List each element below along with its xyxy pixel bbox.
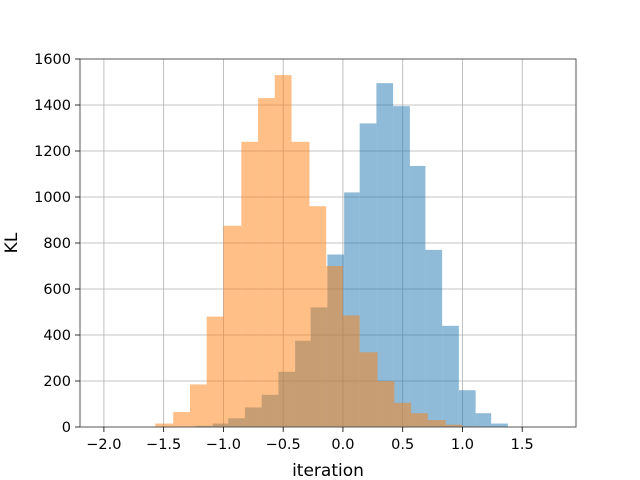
histogram-bar (377, 381, 395, 427)
histogram-bar (189, 384, 207, 427)
histogram-bar (409, 165, 426, 427)
histogram-bar (491, 423, 508, 427)
axis-ticks: −2.0 −1.5 −1.0 −0.5 0.0 0.5 1.0 1.5 0 200 400 600 80… (34, 52, 534, 453)
histogram-bar (445, 424, 463, 427)
histogram-bar (309, 206, 327, 427)
histogram-bar (291, 141, 310, 428)
y-axis-label: KL (2, 232, 22, 253)
x-tick-label: 0.0 (331, 437, 354, 453)
histogram-bar (394, 402, 412, 427)
y-tick-label: 1600 (34, 52, 71, 68)
histogram-bar (173, 412, 190, 427)
x-tick-label: −0.5 (266, 437, 301, 453)
histogram-bar (326, 266, 343, 427)
histogram-bar (155, 423, 174, 427)
y-tick-label: 1000 (34, 190, 71, 206)
histogram-bar (458, 390, 476, 427)
histogram-bar (274, 75, 292, 427)
histogram-bar (359, 123, 377, 428)
histogram-bar (359, 352, 378, 427)
histogram-bar (411, 413, 428, 427)
y-tick-label: 1400 (34, 98, 71, 114)
y-tick-label: 800 (43, 236, 71, 252)
y-tick-label: 0 (62, 420, 71, 436)
histogram-bar (223, 225, 242, 427)
histogram-bar (475, 413, 492, 427)
histogram-bar (206, 316, 224, 427)
histogram-bar (393, 106, 410, 428)
x-tick-label: 1.5 (511, 437, 534, 453)
x-tick-label: −1.0 (206, 437, 241, 453)
histogram-bar (241, 141, 259, 428)
x-tick-label: 1.0 (451, 437, 474, 453)
x-tick-label: −2.0 (86, 437, 121, 453)
histogram-bar (427, 420, 446, 427)
histogram-bar (376, 83, 394, 428)
y-tick-label: 400 (43, 328, 71, 344)
y-tick-label: 600 (43, 282, 71, 298)
histogram-series-2 (155, 75, 480, 428)
x-tick-label: −1.5 (146, 437, 181, 453)
x-tick-label: 0.5 (391, 437, 414, 453)
histogram-bar (442, 325, 459, 427)
histogram-bar (425, 249, 443, 427)
y-tick-label: 200 (43, 374, 71, 390)
histogram-bars (155, 75, 508, 428)
histogram-bar (342, 315, 360, 427)
y-tick-label: 1200 (34, 144, 71, 160)
x-axis-label: iteration (292, 461, 364, 480)
histogram-bar (258, 98, 275, 427)
